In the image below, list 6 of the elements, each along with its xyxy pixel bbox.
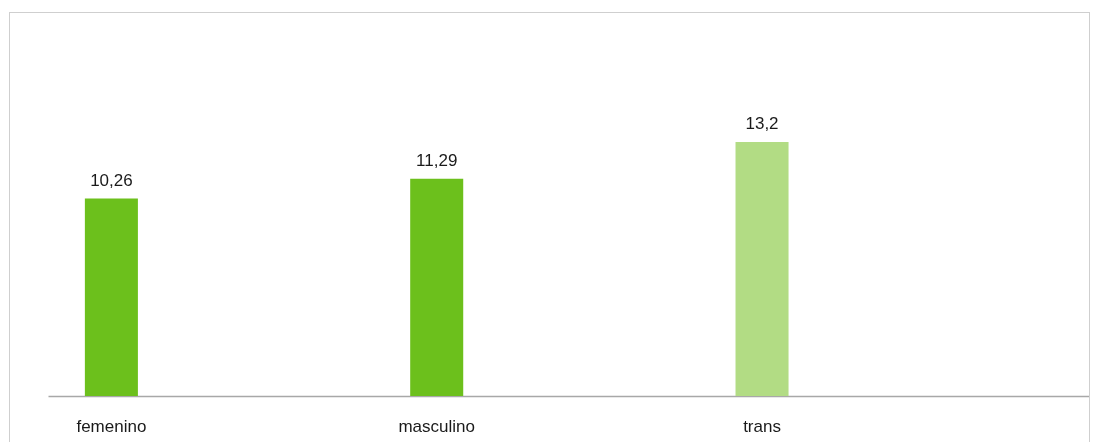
x-tick-label: masculino — [398, 416, 475, 436]
data-label: 10,26 — [90, 170, 133, 190]
data-label: 11,29 — [416, 150, 458, 170]
x-tick-label: femenino — [76, 416, 147, 436]
data-label: 13,2 — [745, 114, 779, 133]
x-tick-label: trans — [743, 416, 781, 436]
